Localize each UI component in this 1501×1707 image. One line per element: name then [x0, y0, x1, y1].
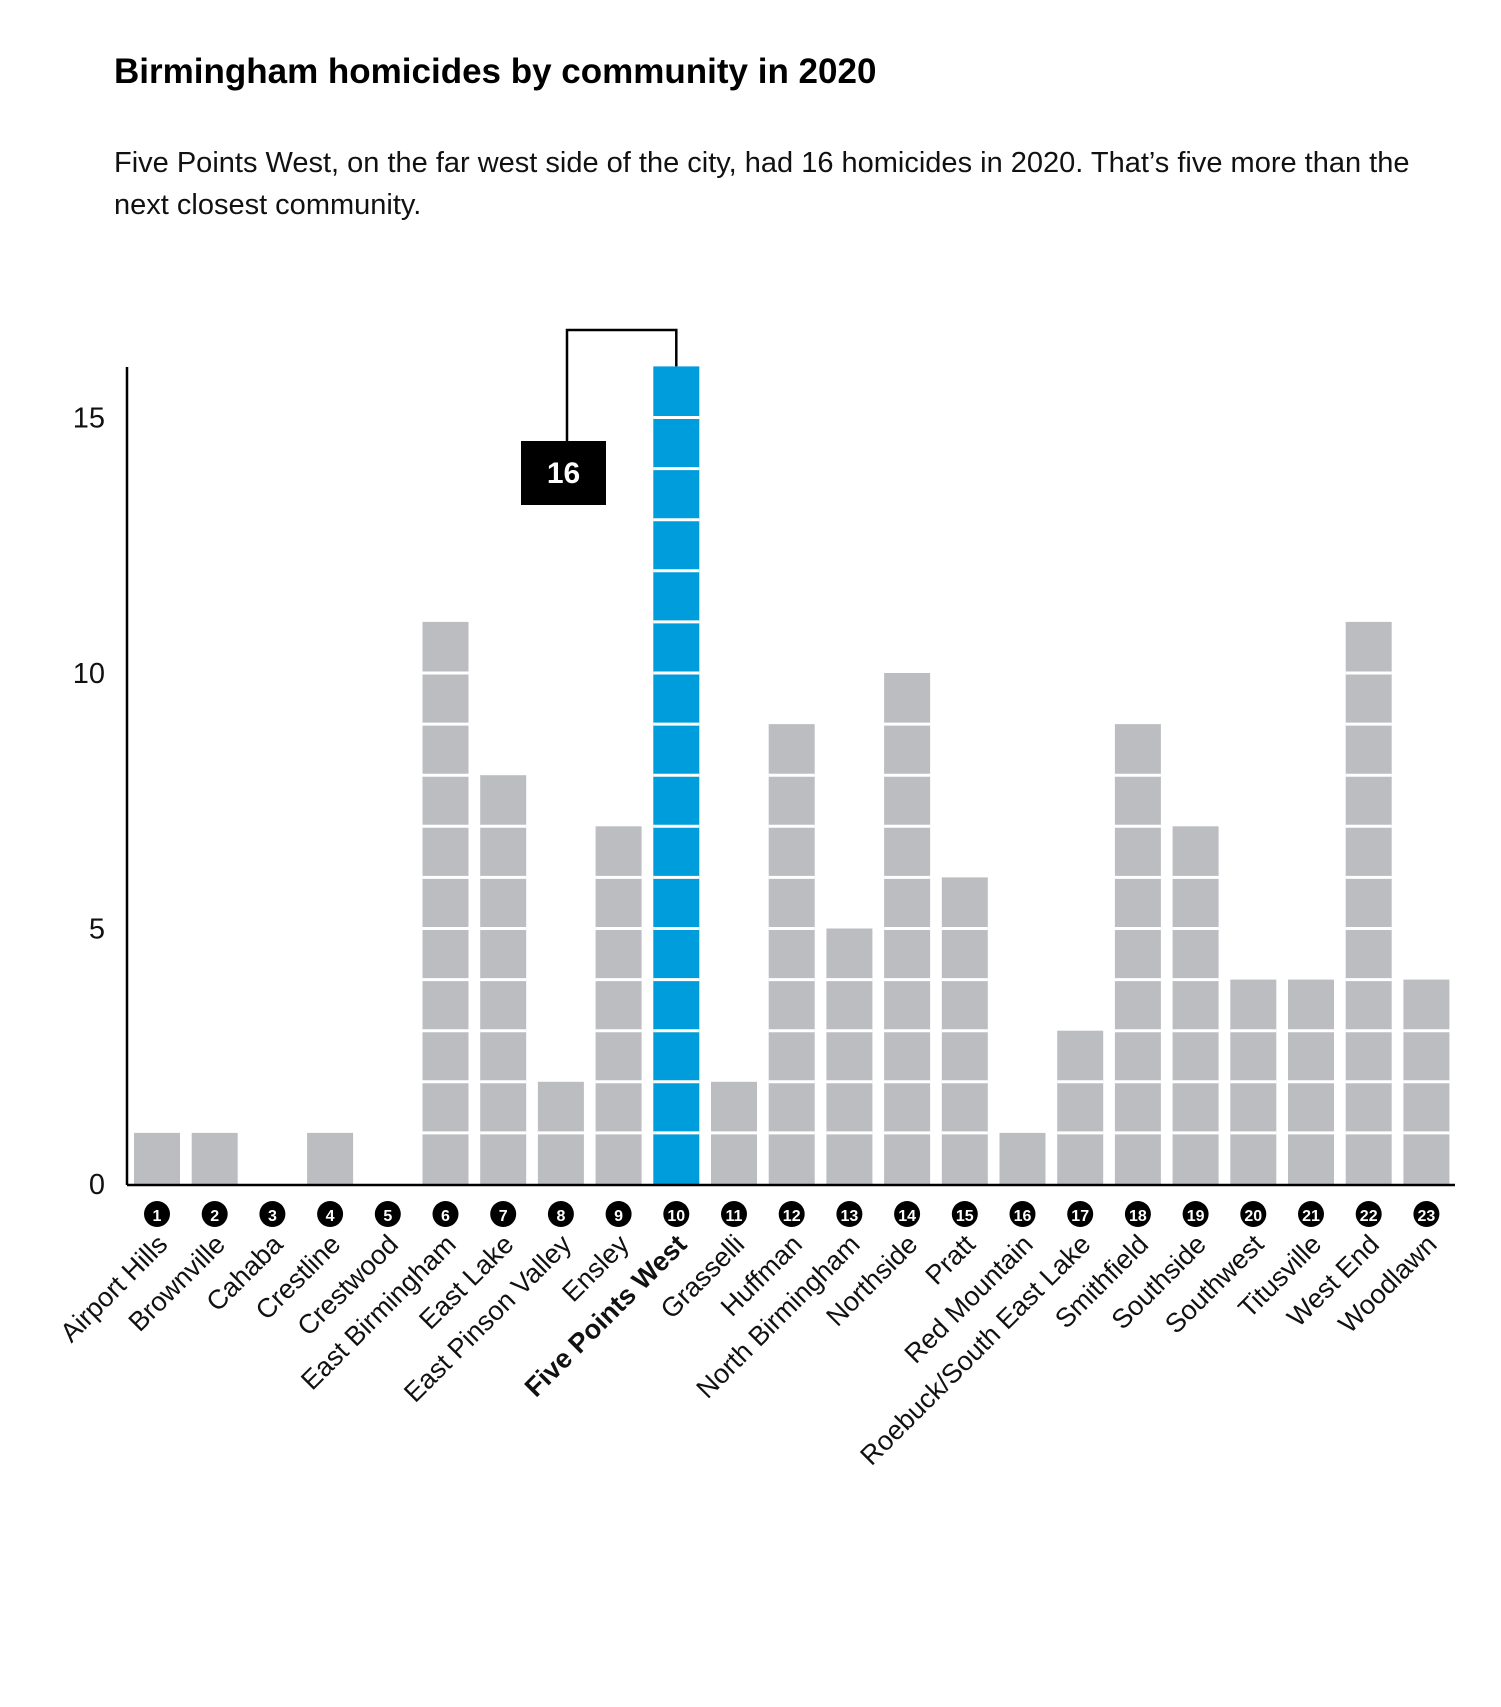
number-badge — [1009, 1201, 1036, 1227]
number-badge — [778, 1201, 805, 1227]
number-badge — [605, 1201, 632, 1227]
number-badge — [1240, 1201, 1267, 1227]
number-badge-label: 8 — [556, 1208, 565, 1225]
number-badge-label: 21 — [1302, 1208, 1320, 1225]
number-badge-label: 10 — [667, 1208, 685, 1225]
number-badge — [1413, 1201, 1440, 1227]
number-badge-label: 19 — [1187, 1208, 1205, 1225]
number-badge-label: 17 — [1071, 1208, 1089, 1225]
number-badge-label: 16 — [1014, 1208, 1032, 1225]
bar-southside — [1172, 826, 1219, 1184]
number-badge — [317, 1201, 344, 1227]
number-badge — [1067, 1201, 1094, 1227]
number-badge — [201, 1201, 228, 1227]
bar-east-birmingham — [422, 621, 469, 1184]
number-badge — [663, 1201, 690, 1227]
bar-smithfield — [1114, 724, 1161, 1184]
y-tick-label: 5 — [89, 914, 105, 946]
number-badge-label: 13 — [841, 1208, 859, 1225]
number-badge — [1182, 1201, 1209, 1227]
bar-red-mountain — [999, 1132, 1046, 1184]
number-badge-label: 12 — [783, 1208, 801, 1225]
number-badge-label: 20 — [1244, 1208, 1262, 1225]
number-badge-label: 9 — [614, 1208, 623, 1225]
bar-west-end — [1345, 621, 1392, 1184]
chart-subtitle: Five Points West, on the far west side o… — [114, 147, 1410, 221]
number-badge — [432, 1201, 459, 1227]
annotation-label: 16 — [547, 457, 580, 490]
number-badge-label: 3 — [268, 1208, 277, 1225]
bar-airport-hills — [134, 1132, 180, 1184]
number-badge — [490, 1201, 517, 1227]
annotation-box — [521, 441, 606, 505]
number-badge — [1298, 1201, 1324, 1227]
bar-roebuck-south-east-lake — [1057, 1030, 1104, 1184]
number-badge-label: 15 — [956, 1208, 974, 1225]
number-badge — [721, 1201, 747, 1227]
bar-north-birmingham — [826, 928, 873, 1184]
number-badge — [259, 1201, 286, 1227]
bar-huffman — [768, 724, 815, 1184]
chart-title: Birmingham homicides by community in 202… — [114, 52, 877, 91]
number-badge-label: 18 — [1129, 1208, 1147, 1225]
number-badge — [836, 1201, 863, 1227]
number-badge-label: 14 — [898, 1208, 916, 1225]
number-badge — [1124, 1201, 1151, 1227]
annotation-leader-line — [565, 328, 678, 441]
number-badge-label: 5 — [383, 1208, 392, 1225]
number-badge-label: 1 — [153, 1208, 162, 1225]
bar-ensley — [595, 826, 642, 1184]
number-badge-label: 22 — [1360, 1208, 1378, 1225]
number-badge-label: 11 — [726, 1208, 743, 1225]
number-badge — [144, 1201, 170, 1227]
number-badge-label: 23 — [1418, 1208, 1436, 1225]
number-badge-label: 6 — [441, 1208, 450, 1225]
y-tick-label: 10 — [73, 658, 105, 690]
bar-crestline — [307, 1132, 354, 1184]
number-badge — [951, 1201, 978, 1227]
number-badge — [374, 1201, 401, 1227]
number-badge-label: 7 — [499, 1208, 508, 1225]
number-badge — [547, 1201, 574, 1227]
number-badge-label: 2 — [210, 1208, 219, 1225]
y-tick-label: 15 — [73, 403, 105, 435]
bar-brownville — [191, 1132, 238, 1184]
number-badge — [894, 1201, 921, 1227]
y-tick-label: 0 — [89, 1169, 105, 1201]
number-badge-label: 4 — [326, 1208, 335, 1225]
number-badge — [1355, 1201, 1382, 1227]
